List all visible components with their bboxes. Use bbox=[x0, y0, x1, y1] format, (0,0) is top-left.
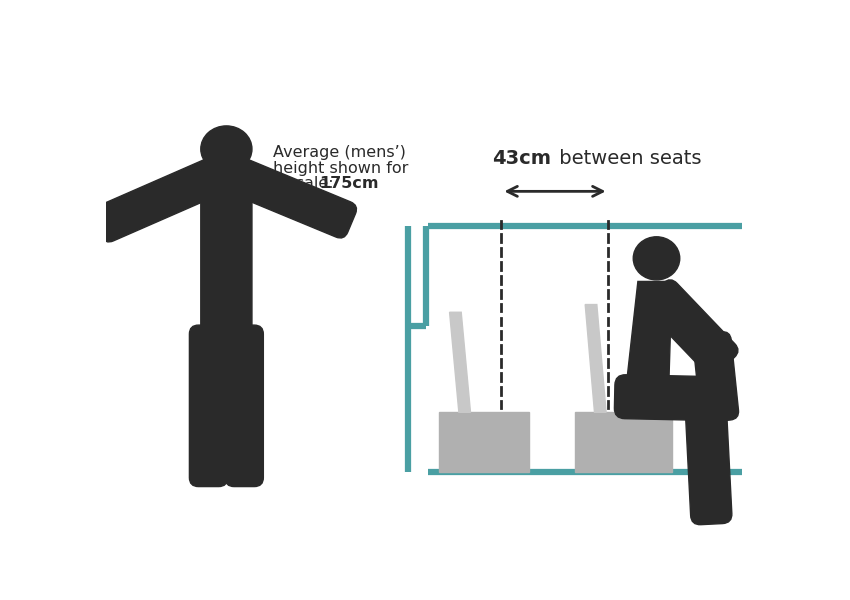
Bar bbox=[575, 412, 672, 472]
Text: 43cm: 43cm bbox=[492, 149, 551, 168]
Text: between seats: between seats bbox=[552, 149, 701, 168]
FancyBboxPatch shape bbox=[693, 332, 739, 422]
Polygon shape bbox=[585, 305, 606, 412]
Bar bbox=[439, 412, 529, 472]
FancyBboxPatch shape bbox=[615, 375, 728, 421]
FancyBboxPatch shape bbox=[190, 325, 228, 487]
Polygon shape bbox=[450, 312, 471, 412]
FancyBboxPatch shape bbox=[644, 280, 738, 376]
Text: scale:: scale: bbox=[286, 176, 338, 191]
Text: height shown for: height shown for bbox=[273, 161, 408, 176]
FancyBboxPatch shape bbox=[220, 155, 356, 238]
Ellipse shape bbox=[633, 237, 680, 280]
FancyBboxPatch shape bbox=[684, 379, 732, 524]
FancyBboxPatch shape bbox=[225, 325, 264, 487]
Ellipse shape bbox=[201, 126, 252, 172]
FancyBboxPatch shape bbox=[93, 155, 233, 242]
Text: 175cm: 175cm bbox=[320, 176, 379, 191]
FancyBboxPatch shape bbox=[201, 167, 252, 349]
Text: Average (mens’): Average (mens’) bbox=[273, 145, 405, 160]
Polygon shape bbox=[624, 281, 672, 406]
